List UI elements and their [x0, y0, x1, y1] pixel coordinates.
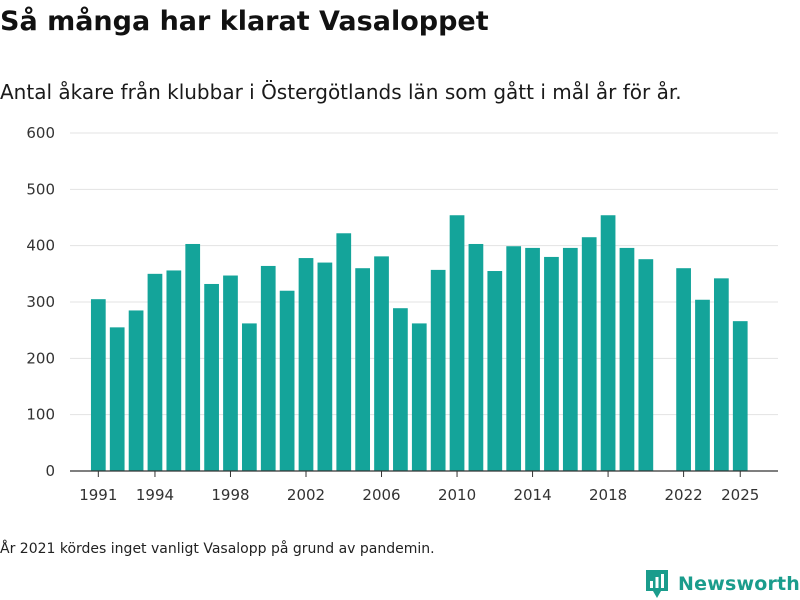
y-tick-label: 200 — [26, 349, 55, 367]
bar-1991 — [90, 299, 106, 471]
newsworthy-logo-icon — [646, 570, 668, 598]
chart-subtitle: Antal åkare från klubbar i Östergötlands… — [0, 80, 682, 104]
newsworthy-brand: Newsworthy — [644, 568, 800, 600]
bar-2007 — [393, 308, 408, 471]
bar-2010 — [449, 215, 465, 471]
bar-2022 — [676, 268, 691, 471]
bar-2009 — [430, 269, 446, 471]
bar-2012 — [487, 271, 503, 471]
bar-1993 — [128, 310, 144, 471]
x-tick-label: 2002 — [287, 486, 325, 504]
brand-name: Newsworthy — [678, 573, 800, 595]
y-tick-label: 300 — [26, 293, 55, 311]
bar-2001 — [279, 290, 295, 471]
bar-1994 — [147, 273, 163, 471]
bar-1995 — [166, 270, 182, 471]
y-tick-label: 600 — [26, 124, 55, 142]
bar-2014 — [525, 247, 540, 471]
bar-2019 — [619, 247, 635, 471]
bar-2008 — [411, 323, 427, 471]
bar-2005 — [355, 268, 371, 471]
chart-footnote: År 2021 kördes inget vanligt Vasalopp på… — [0, 541, 435, 557]
bar-chart: 0 100 200 300 400 500 600 1991 1994 1998 2002 2006 2… — [26, 124, 778, 504]
x-tick-label: 1998 — [211, 486, 249, 504]
bar-1996 — [185, 243, 201, 471]
bar-2018 — [600, 215, 616, 471]
bar-1997 — [204, 283, 219, 471]
bar-1992 — [109, 327, 125, 471]
bar-2025 — [732, 321, 748, 471]
chart-title: Så många har klarat Vasaloppet — [0, 6, 489, 37]
bar-2013 — [506, 246, 522, 471]
bar-1998 — [223, 275, 238, 471]
y-tick-label: 0 — [45, 462, 55, 480]
bar-2002 — [298, 258, 314, 471]
x-tick-label: 2010 — [438, 486, 476, 504]
y-tick-label: 500 — [26, 180, 55, 198]
y-tick-label: 100 — [26, 406, 55, 424]
x-tick-label: 1991 — [79, 486, 117, 504]
x-tick-label: 2022 — [665, 486, 703, 504]
x-tick-label: 1994 — [136, 486, 174, 504]
bar-2006 — [374, 256, 389, 471]
bar-2003 — [317, 262, 333, 471]
bar-2024 — [713, 278, 729, 471]
x-tick-label: 2018 — [589, 486, 627, 504]
x-tick-label: 2025 — [721, 486, 759, 504]
bar-1999 — [241, 323, 257, 471]
bar-2020 — [638, 259, 654, 471]
bar-2015 — [544, 256, 559, 471]
x-tick-label: 2006 — [362, 486, 400, 504]
bar-2000 — [260, 265, 276, 471]
bar-2004 — [336, 233, 352, 471]
bar-2017 — [581, 237, 597, 471]
bar-2023 — [695, 299, 710, 471]
x-tick-label: 2014 — [513, 486, 551, 504]
bar-2016 — [562, 247, 578, 471]
bar-2011 — [468, 243, 484, 471]
y-tick-label: 400 — [26, 237, 55, 255]
